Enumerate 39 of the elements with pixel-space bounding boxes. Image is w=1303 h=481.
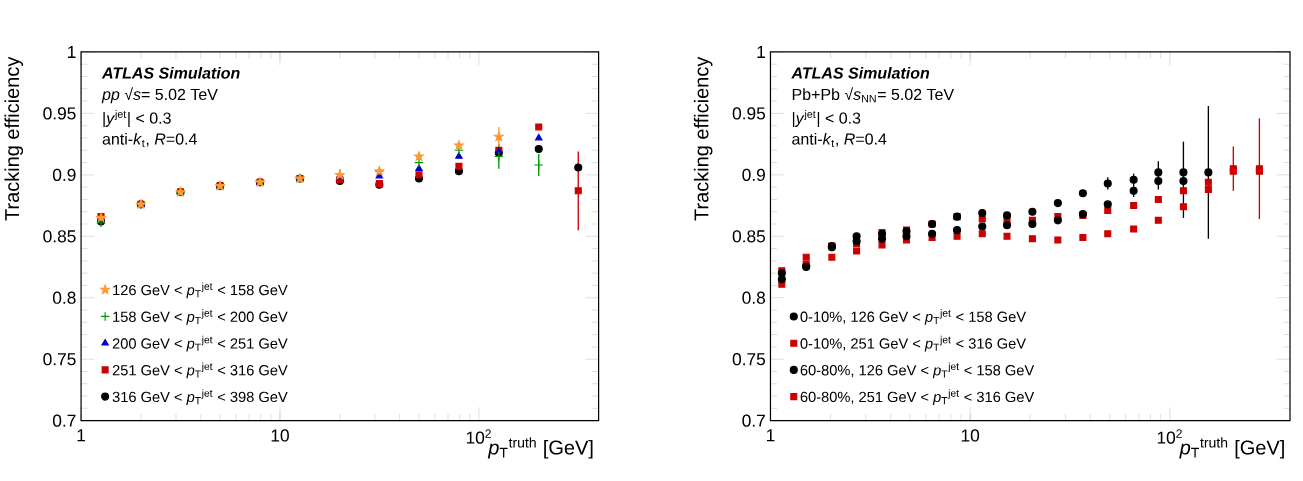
text: ATLAS Simulation bbox=[791, 67, 930, 79]
annotation: |y$^{jet}$| < 0.3 bbox=[792, 110, 861, 128]
y-tick-label: 0.8 bbox=[742, 291, 766, 305]
y-tick-label: 0.75 bbox=[732, 353, 766, 366]
annotation: anti-k$_{t}$, R=0.4 bbox=[792, 133, 887, 148]
annotation: Pb+Pb √s$_{NN}$= 5.02 TeV bbox=[792, 87, 955, 103]
y-axis-title: Tracking efficiency bbox=[693, 56, 713, 221]
text: ATLAS Simulation bbox=[101, 67, 240, 79]
x-tick-label: 10$^{2}$ bbox=[1157, 429, 1182, 444]
legend-label: 60-80%, 251 GeV < p$_{T}$$^{jet}$ < 316 GeV bbox=[800, 389, 1035, 406]
y-tick-label: 0.85 bbox=[43, 230, 76, 243]
x-axis-title: p$_{T}$$^{truth}$ [GeV] bbox=[1179, 437, 1284, 459]
annotation: |y$^{jet}$| < 0.3 bbox=[103, 110, 171, 128]
y-tick-label: 0.75 bbox=[43, 353, 76, 366]
y-tick-label: 0.9 bbox=[52, 168, 76, 182]
legend-label: 60-80%, 126 GeV < p$_{T}$$^{jet}$ < 158 GeV bbox=[800, 362, 1035, 379]
y-axis-title: Tracking efficiency bbox=[4, 56, 24, 221]
y-tick-label: 0.85 bbox=[732, 230, 766, 243]
legend-label: 200 GeV < p$_{T}$$^{jet}$ < 251 GeV bbox=[112, 336, 288, 352]
legend-label: 0-10%, 251 GeV < p$_{T}$$^{jet}$ < 316 GeV bbox=[800, 336, 1026, 352]
legend-label: 316 GeV < p$_{T}$$^{jet}$ < 398 GeV bbox=[112, 389, 288, 406]
x-tick-label: 10 bbox=[271, 429, 289, 442]
x-tick-label: 10 bbox=[961, 429, 980, 442]
y-tick-label: 0.9 bbox=[742, 168, 765, 182]
annotation: pp √s= 5.02 TeV bbox=[101, 87, 218, 104]
y-tick-label: 0.8 bbox=[52, 291, 76, 305]
y-tick-label: 1 bbox=[757, 46, 765, 59]
y-tick-label: 0.95 bbox=[732, 107, 766, 120]
legend-label: 251 GeV < p$_{T}$$^{jet}$ < 316 GeV bbox=[112, 362, 288, 379]
y-tick-label: 1 bbox=[68, 46, 76, 59]
y-tick-label: 0.95 bbox=[43, 107, 76, 120]
annotation: anti-k$_{t}$, R=0.4 bbox=[102, 133, 197, 148]
x-tick-label: 1 bbox=[766, 429, 775, 442]
legend-label: 126 GeV < p$_{T}$$^{jet}$ < 158 GeV bbox=[113, 282, 288, 299]
y-tick-label: 0.7 bbox=[52, 414, 76, 427]
x-tick-label: 1 bbox=[77, 429, 86, 442]
legend-label: 158 GeV < p$_{T}$$^{jet}$ < 200 GeV bbox=[113, 309, 288, 326]
legend-label: 0-10%, 126 GeV < p$_{T}$$^{jet}$ < 158 GeV bbox=[800, 309, 1026, 326]
y-tick-label: 0.7 bbox=[742, 414, 765, 427]
